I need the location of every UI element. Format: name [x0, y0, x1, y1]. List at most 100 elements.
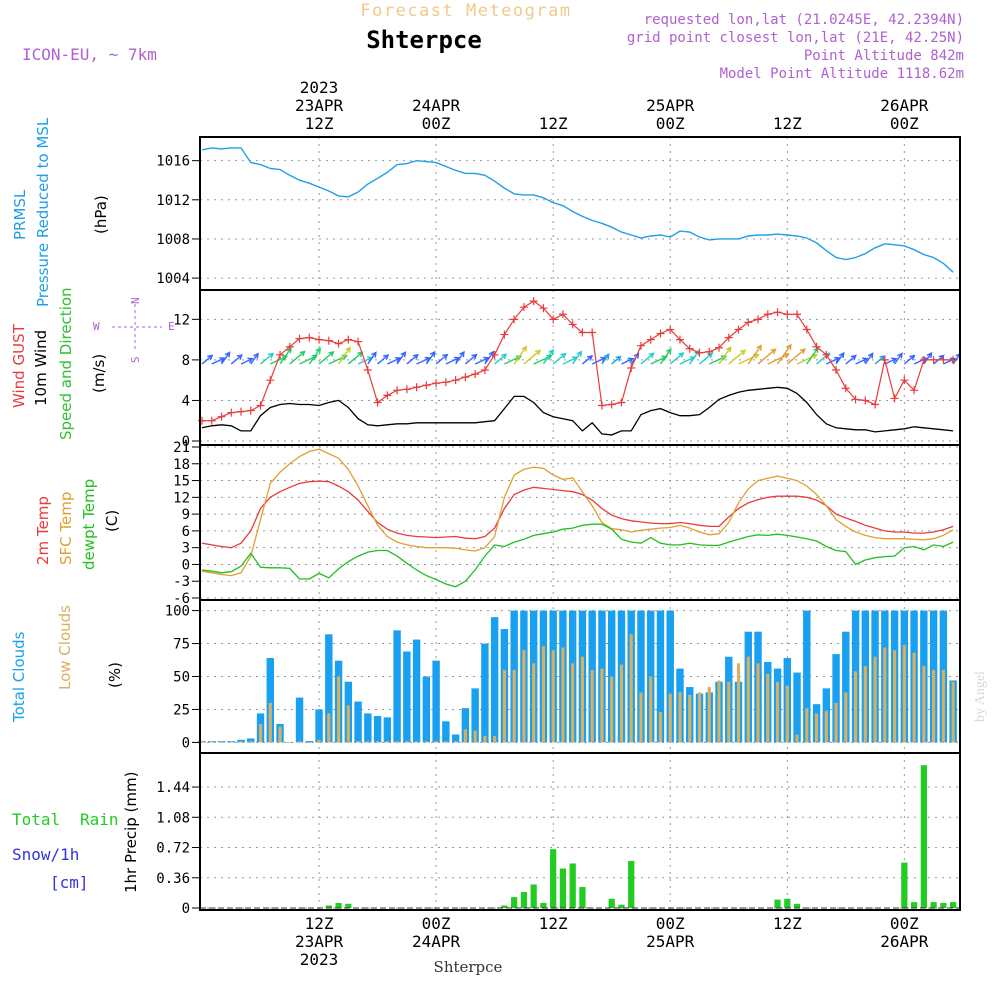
wind-arrow-head [328, 350, 335, 357]
ytick-label: -6 [173, 591, 190, 607]
wind-arrow-head [521, 345, 528, 352]
total-cloud-bar [305, 741, 314, 743]
grid-lines [200, 137, 960, 910]
low-cloud-bar [902, 644, 906, 743]
low-cloud-bar [590, 669, 594, 743]
ytick-label: -3 [173, 574, 190, 590]
low-cloud-bar [766, 673, 770, 743]
wind-arrow-head [834, 356, 841, 363]
wind-arrow [845, 355, 857, 365]
wind-arrow-head [459, 350, 465, 358]
wind-arrow [884, 358, 897, 365]
wind-arrow-head [219, 357, 226, 363]
gust-marker [646, 335, 655, 344]
low-cloud-bar [854, 671, 858, 743]
gust-marker [529, 297, 538, 306]
rain-bar [910, 902, 918, 908]
label-percent: (%) [106, 662, 124, 688]
gust-marker [939, 355, 948, 364]
low-cloud-bar [912, 652, 916, 743]
wind-arrow-head [267, 352, 275, 359]
wind-arrow-head [909, 354, 916, 361]
panel-frame-wind [199, 289, 961, 446]
low-cloud-bar [395, 741, 399, 743]
compass-n: N [129, 297, 142, 304]
wind-arrow-head [548, 348, 555, 356]
wind-arrow-head [281, 355, 289, 361]
bottom-time-label: 12Z [773, 914, 802, 933]
low-cloud-bar [502, 669, 506, 743]
wind-arrow-head [424, 356, 432, 363]
label-10m-wind: 10m Wind [32, 330, 50, 406]
gust-marker [334, 339, 343, 348]
gust-marker [656, 329, 665, 338]
wind-arrow-head [838, 351, 845, 359]
low-cloud-bar [814, 713, 819, 743]
wind-arrow-head [666, 348, 672, 355]
wind-arrow [640, 352, 655, 365]
gust-marker [744, 318, 753, 327]
ytick-label: 12 [173, 490, 190, 506]
ytick-label: 50 [173, 670, 190, 686]
wind-arrow [240, 358, 253, 365]
gust-marker [246, 406, 255, 415]
wind-arrow [513, 346, 527, 365]
wind-arrow-head [501, 353, 508, 360]
wind-arrow [679, 356, 696, 365]
gust-marker [724, 333, 733, 342]
compass-e: E [168, 320, 175, 333]
bottom-time-label: 24APR [412, 932, 461, 951]
gust-marker [890, 394, 899, 403]
low-cloud-bar [893, 650, 897, 743]
gust-marker [636, 341, 645, 350]
wind-arrow-head [453, 356, 461, 363]
wind-arrow-head [224, 351, 231, 358]
wind-arrow-head [412, 353, 419, 360]
label-total-clouds: Total Clouds [10, 631, 28, 723]
total-cloud-bar [656, 610, 665, 743]
point-altitude: Point Altitude 842m [804, 48, 964, 64]
wind-arrow-head [311, 354, 319, 361]
low-cloud-bar [337, 676, 341, 743]
gust-marker [402, 385, 411, 394]
precip-panel-labels: Total Rain Snow/1h [cm] 1hr Precip (mm) [12, 772, 140, 893]
low-cloud-bar [785, 685, 789, 743]
gust-marker [841, 384, 850, 393]
compass-w: W [93, 320, 100, 333]
low-cloud-bar [756, 663, 760, 743]
wind-arrow [367, 352, 377, 365]
low-cloud-bar [619, 664, 624, 743]
wind-arrow [211, 357, 225, 365]
ytick-label: 18 [173, 457, 190, 473]
wind-arrow [279, 347, 292, 365]
total-cloud-bar [793, 672, 801, 743]
low-cloud-bar [522, 650, 526, 743]
low-cloud-bar [463, 729, 467, 743]
location-title: Shterpce [366, 26, 482, 54]
label-cm: [cm] [50, 873, 89, 892]
gust-marker [773, 308, 782, 317]
wind-arrow [747, 345, 762, 365]
gust-marker [237, 407, 246, 416]
low-cloud-bar [834, 702, 838, 743]
low-cloud-bar [424, 741, 428, 743]
gust-marker [276, 350, 285, 359]
wind-arrow-head [442, 353, 449, 360]
low-cloud-bar [483, 735, 487, 743]
wind-arrow [445, 357, 460, 365]
total-cloud-bar [266, 658, 274, 743]
wind-arrow [474, 357, 489, 365]
low-cloud-bar [493, 735, 497, 743]
wind-arrow-head [515, 355, 523, 361]
label-pressure-msl: Pressure Reduced to MSL [34, 117, 52, 307]
gust-marker [315, 335, 324, 344]
low-cloud-bar [444, 741, 448, 743]
gust-marker [715, 343, 724, 352]
rain-bar [530, 884, 537, 908]
gust-marker [949, 355, 958, 364]
wind-arrow [601, 353, 610, 365]
low-cloud-bar [258, 723, 263, 743]
wind-arrow-head [603, 353, 610, 360]
wind-arrow [250, 353, 259, 365]
wind-arrow [718, 346, 732, 365]
